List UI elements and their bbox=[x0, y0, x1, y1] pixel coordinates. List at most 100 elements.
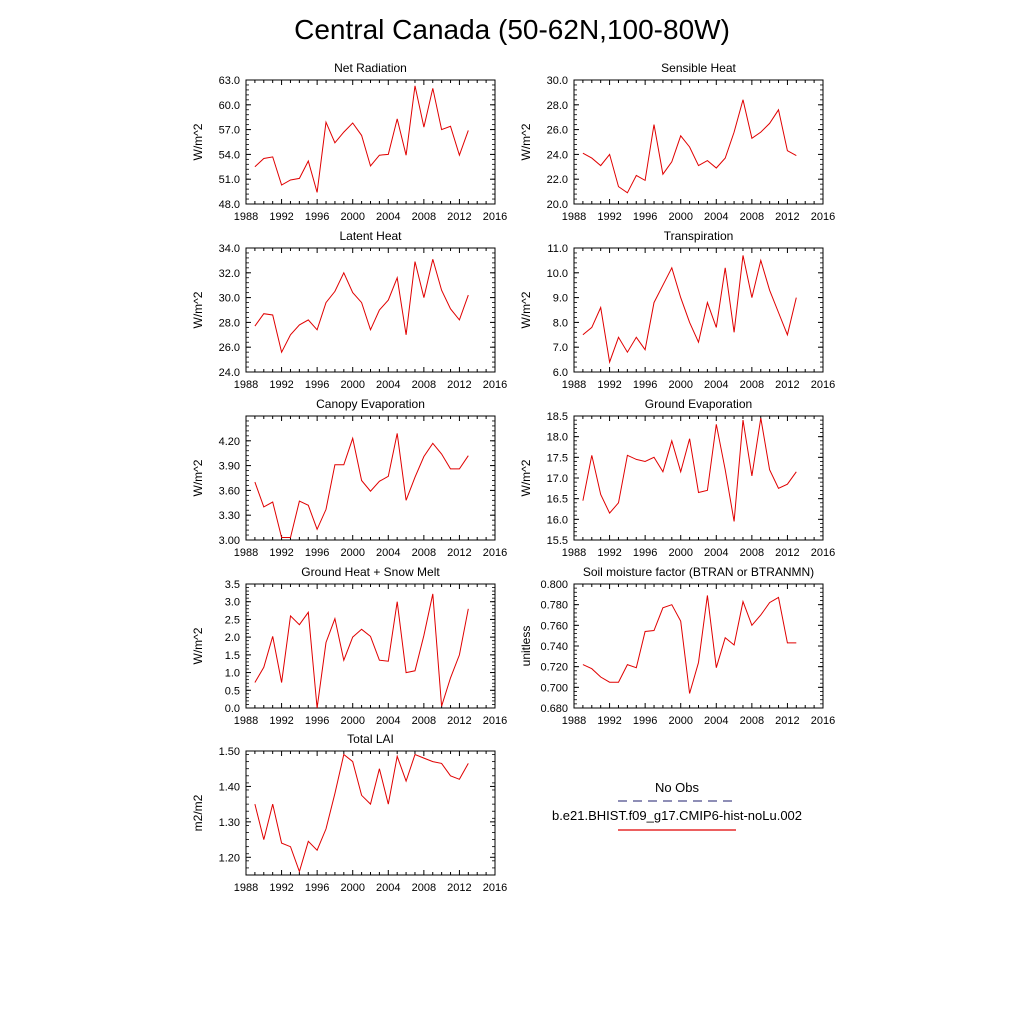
panel-7-ytick-label: 1.0 bbox=[225, 668, 240, 680]
panel-5-xtick-label: 2012 bbox=[447, 547, 471, 559]
panel-9-xtick-label: 2004 bbox=[376, 882, 400, 894]
panel-8-xtick-label: 1992 bbox=[597, 715, 621, 727]
panel-2-ylabel: W/m^2 bbox=[519, 123, 533, 160]
panel-4-ytick-label: 9.0 bbox=[553, 293, 568, 305]
panel-8-ytick-label: 0.680 bbox=[540, 703, 568, 715]
panel-7-ytick-label: 3.0 bbox=[225, 597, 240, 609]
legend-model-label: b.e21.BHIST.f09_g17.CMIP6-hist-noLu.002 bbox=[552, 808, 802, 823]
panel-5-ytick-label: 3.60 bbox=[219, 485, 240, 497]
panel-3-ytick-label: 26.0 bbox=[219, 342, 240, 354]
panel-9-series-line bbox=[254, 753, 469, 874]
panel-5-xtick-label: 2016 bbox=[483, 547, 507, 559]
panel-5-xtick-label: 2000 bbox=[340, 547, 364, 559]
panel-5-series-line bbox=[254, 433, 469, 538]
panel-1-ytick-label: 63.0 bbox=[219, 75, 240, 87]
panel-8-frame bbox=[573, 583, 824, 709]
panel-7-ylabel: W/m^2 bbox=[191, 627, 205, 664]
panel-7-xtick-label: 2016 bbox=[483, 715, 507, 727]
panel-8-ytick-label: 0.800 bbox=[540, 579, 568, 591]
panel-7-xtick-label: 1996 bbox=[305, 715, 329, 727]
panel-group: Net Radiation 1988 1992 1996 2000 2004 2008 201… bbox=[191, 61, 835, 894]
panel-3-xtick-label: 1988 bbox=[234, 379, 258, 391]
panel-2-ytick-label: 22.0 bbox=[547, 174, 568, 186]
panel-5-ytick-label: 3.00 bbox=[219, 535, 240, 547]
panel-4-ytick-label: 7.0 bbox=[553, 342, 568, 354]
panel-3-ytick-label: 24.0 bbox=[219, 367, 240, 379]
panel-5-ytick-label: 4.20 bbox=[219, 436, 240, 448]
panel-1-ytick-label: 51.0 bbox=[219, 174, 240, 186]
panel-2-xtick-label: 2004 bbox=[704, 211, 728, 223]
panel-7-ytick-label: 0.5 bbox=[225, 685, 240, 697]
panel-8-title: Soil moisture factor (BTRAN or BTRANMN) bbox=[583, 565, 814, 579]
panel-2-xtick-label: 2016 bbox=[811, 211, 835, 223]
panel-9-ytick-label: 1.20 bbox=[219, 852, 240, 864]
panel-6-ytick-label: 18.5 bbox=[547, 411, 568, 423]
panel-6-xtick-label: 1988 bbox=[562, 547, 586, 559]
panel-1-frame bbox=[245, 79, 496, 205]
panel-7-ytick-label: 3.5 bbox=[225, 579, 240, 591]
panel-2-xtick-label: 1988 bbox=[562, 211, 586, 223]
panel-3-xtick-label: 2004 bbox=[376, 379, 400, 391]
legend-obs-label: No Obs bbox=[655, 780, 700, 795]
panel-4-xtick-label: 2016 bbox=[811, 379, 835, 391]
panel-9-xtick-label: 1992 bbox=[269, 882, 293, 894]
panel-8-ylabel: unitless bbox=[519, 626, 533, 667]
panel-8-xtick-label: 2016 bbox=[811, 715, 835, 727]
panel-8-xtick-label: 2008 bbox=[740, 715, 764, 727]
panel-5-ylabel: W/m^2 bbox=[191, 459, 205, 496]
panel-6-xtick-label: 1996 bbox=[633, 547, 657, 559]
panel-6-ytick-label: 15.5 bbox=[547, 535, 568, 547]
panel-1-xtick-label: 2008 bbox=[412, 211, 436, 223]
panel-1-ytick-label: 54.0 bbox=[219, 149, 240, 161]
panel-2-series-line bbox=[582, 99, 797, 194]
panel-1-xtick-label: 2004 bbox=[376, 211, 400, 223]
page-title: Central Canada (50-62N,100-80W) bbox=[294, 14, 730, 45]
panel-8-ytick-label: 0.740 bbox=[540, 641, 568, 653]
panel-2-ytick-label: 28.0 bbox=[547, 100, 568, 112]
panel-3-xtick-label: 2000 bbox=[340, 379, 364, 391]
panel-6-title: Ground Evaporation bbox=[645, 397, 752, 411]
panel-3-xtick-label: 2012 bbox=[447, 379, 471, 391]
panel-8-xtick-label: 2012 bbox=[775, 715, 799, 727]
panel-2-xtick-label: 2000 bbox=[668, 211, 692, 223]
panel-8-xtick-label: 2000 bbox=[668, 715, 692, 727]
panel-7-xtick-label: 1988 bbox=[234, 715, 258, 727]
panel-7-xtick-label: 2012 bbox=[447, 715, 471, 727]
panel-6-xtick-label: 2012 bbox=[775, 547, 799, 559]
panel-1-xtick-label: 2000 bbox=[340, 211, 364, 223]
panel-4-frame bbox=[573, 247, 824, 373]
panel-1-ytick-label: 60.0 bbox=[219, 100, 240, 112]
panel-8-xtick-label: 1996 bbox=[633, 715, 657, 727]
panel-4-xtick-label: 1996 bbox=[633, 379, 657, 391]
panel-9-xtick-label: 1996 bbox=[305, 882, 329, 894]
panel-3-ytick-label: 34.0 bbox=[219, 243, 240, 255]
panel-1-xtick-label: 2016 bbox=[483, 211, 507, 223]
panel-4-ytick-label: 10.0 bbox=[547, 268, 568, 280]
panel-6-series-line bbox=[582, 418, 797, 522]
panel-7-series-line bbox=[254, 593, 469, 709]
panel-7-title: Ground Heat + Snow Melt bbox=[301, 565, 440, 579]
panel-9-title: Total LAI bbox=[347, 732, 394, 746]
panel-4-ytick-label: 8.0 bbox=[553, 317, 568, 329]
panel-7-ytick-label: 2.0 bbox=[225, 632, 240, 644]
panel-4-ytick-label: 6.0 bbox=[553, 367, 568, 379]
panel-3-ytick-label: 32.0 bbox=[219, 268, 240, 280]
panel-8-ytick-label: 0.780 bbox=[540, 600, 568, 612]
panel-3-xtick-label: 2016 bbox=[483, 379, 507, 391]
panel-7-ytick-label: 2.5 bbox=[225, 614, 240, 626]
panel-5-xtick-label: 1992 bbox=[269, 547, 293, 559]
panel-3-ytick-label: 28.0 bbox=[219, 317, 240, 329]
panel-3-frame bbox=[245, 247, 496, 373]
panel-3-xtick-label: 1996 bbox=[305, 379, 329, 391]
panel-1-ytick-label: 48.0 bbox=[219, 199, 240, 211]
panel-2-xtick-label: 1992 bbox=[597, 211, 621, 223]
panel-7-ytick-label: 1.5 bbox=[225, 650, 240, 662]
panel-7-ytick-label: 0.0 bbox=[225, 703, 240, 715]
panel-6-frame bbox=[573, 415, 824, 541]
panel-9-xtick-label: 2016 bbox=[483, 882, 507, 894]
panel-6-ylabel: W/m^2 bbox=[519, 459, 533, 496]
panel-2-ytick-label: 26.0 bbox=[547, 125, 568, 137]
panel-9-ytick-label: 1.50 bbox=[219, 746, 240, 758]
panel-4-series-line bbox=[582, 255, 797, 365]
